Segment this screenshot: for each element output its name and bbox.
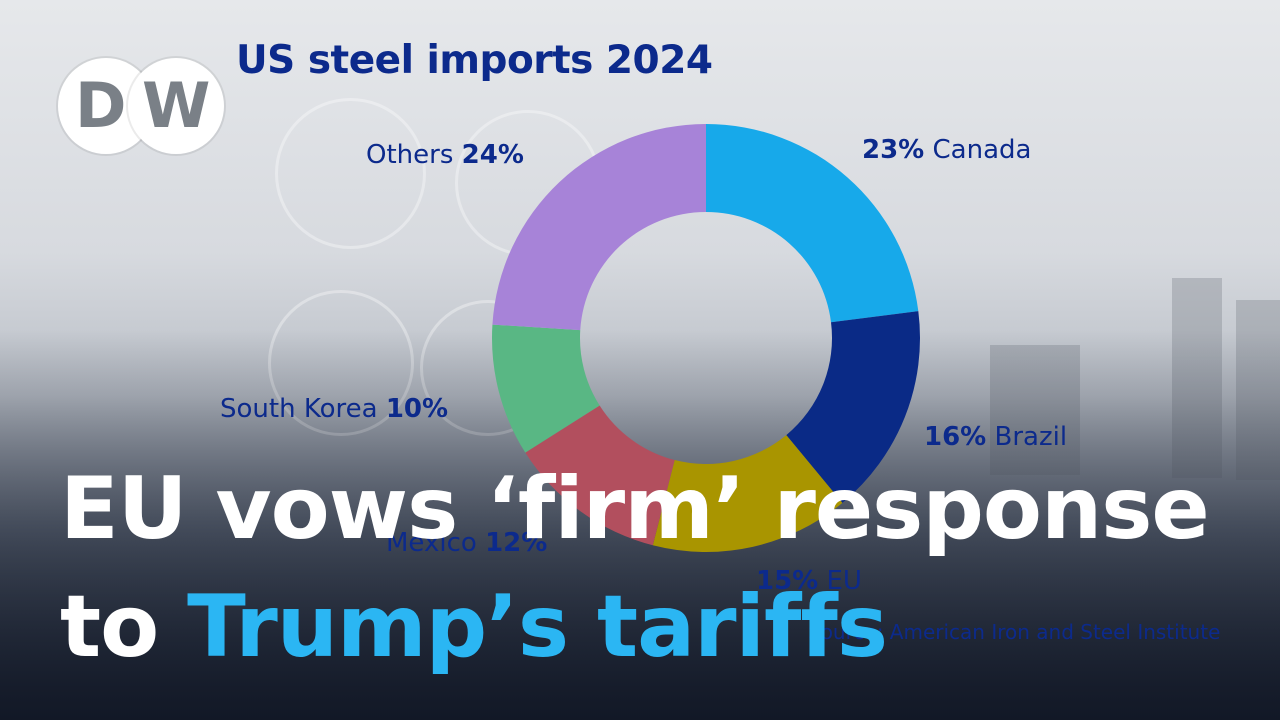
headline-line-2: to Trump’s tariffs xyxy=(60,584,888,670)
label-south-korea-value: 10% xyxy=(385,394,449,424)
label-eu-value: 15% xyxy=(756,566,819,596)
label-eu-name: EU xyxy=(826,566,862,596)
label-brazil-name: Brazil xyxy=(994,422,1068,452)
label-canada-value: 23% xyxy=(862,135,925,165)
logo-letter: D xyxy=(75,69,127,142)
donut-slice-brazil xyxy=(786,311,921,503)
chart-title: US steel imports 2024 xyxy=(236,38,713,83)
headline-line-2-plain: to xyxy=(60,577,188,677)
label-brazil-value: 16% xyxy=(924,422,987,452)
donut-slice-south-korea xyxy=(491,324,600,453)
label-mexico: Mexico 12% xyxy=(386,528,547,558)
headline-line-1: EU vows ‘firm’ response xyxy=(60,459,1210,559)
chart-source: Source: American Iron and Steel Institut… xyxy=(808,620,1221,644)
donut-slice-canada xyxy=(706,124,919,323)
label-mexico-name: Mexico xyxy=(386,528,477,558)
donut-slice-eu xyxy=(652,435,843,552)
label-others: Others 24% xyxy=(366,140,524,170)
label-south-korea-name: South Korea xyxy=(220,394,378,424)
label-canada: 23% Canada xyxy=(862,135,1031,165)
label-mexico-value: 12% xyxy=(485,528,548,558)
label-south-korea: South Korea 10% xyxy=(220,394,448,424)
logo-letter: W xyxy=(142,69,211,142)
label-brazil: 16% Brazil xyxy=(924,422,1067,452)
donut-slice-mexico xyxy=(525,405,675,546)
dw-logo: D W xyxy=(58,58,224,154)
headline-line-2-accent: Trump’s tariffs xyxy=(187,577,888,677)
background-pipe-ring xyxy=(275,98,426,249)
label-canada-name: Canada xyxy=(932,135,1032,165)
donut-slice-others xyxy=(492,124,706,331)
logo-circle xyxy=(128,58,224,154)
label-eu: 15% EU xyxy=(756,566,862,596)
label-others-name: Others xyxy=(366,140,454,170)
label-others-value: 24% xyxy=(461,140,524,170)
